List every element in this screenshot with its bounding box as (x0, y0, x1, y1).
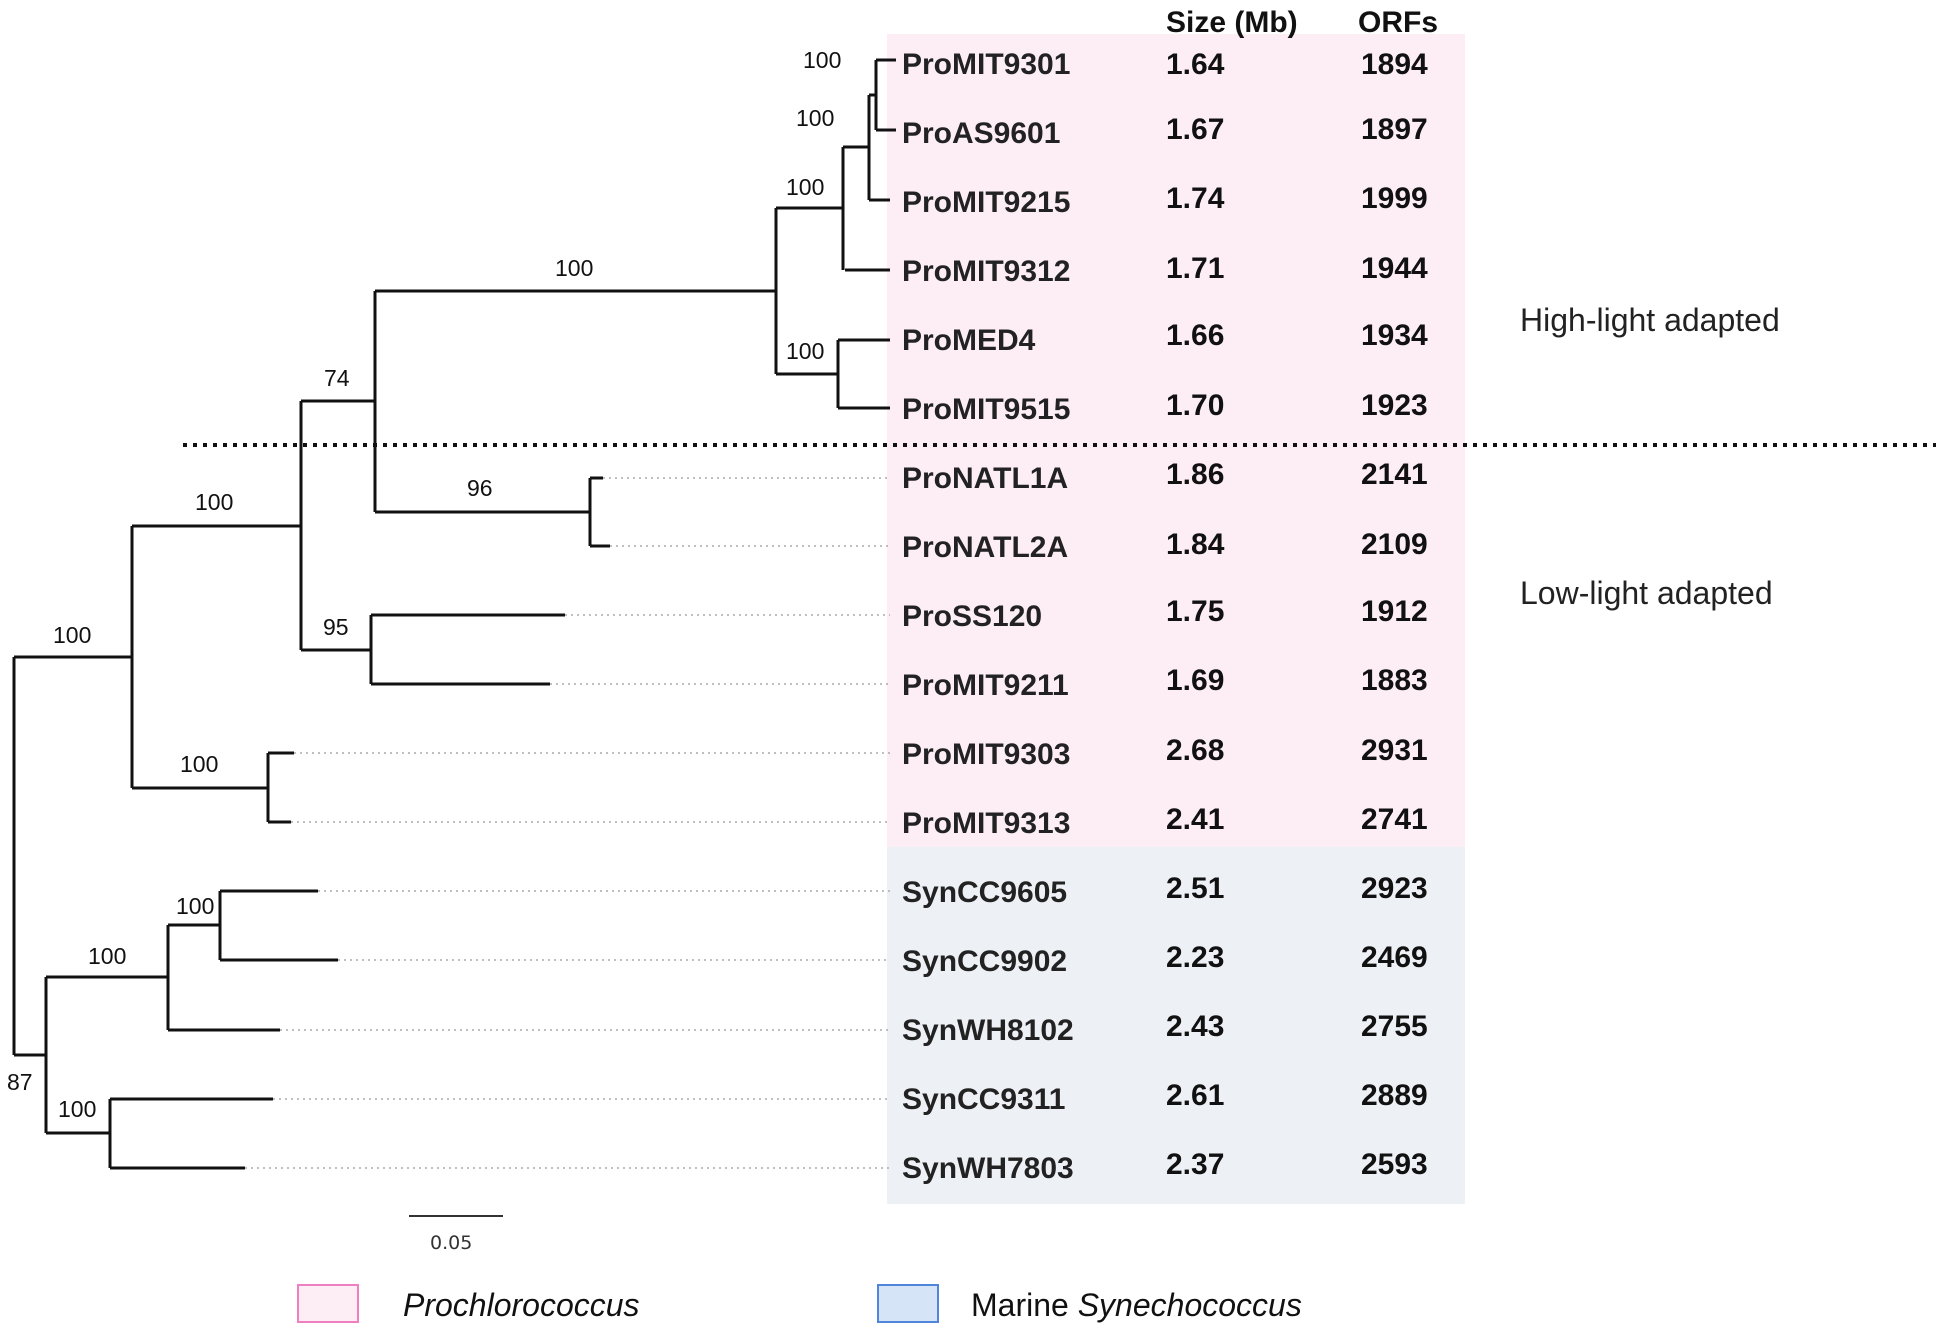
taxon-name: ProMED4 (902, 324, 1036, 357)
taxon-labels: ProMIT9301 ProAS9601 ProMIT9215 ProMIT93… (902, 48, 1074, 1185)
size-column: 1.64 1.67 1.74 1.71 1.66 1.70 1.86 1.84 … (1166, 48, 1225, 1181)
prochlorococcus-shade (887, 34, 1465, 847)
orfs-column: 1894 1897 1999 1944 1934 1923 2141 2109 … (1361, 48, 1428, 1181)
size-header: Size (Mb) (1166, 6, 1298, 39)
orf-count: 2923 (1361, 872, 1428, 905)
genome-size: 1.67 (1166, 113, 1224, 146)
orf-count: 1944 (1361, 252, 1428, 285)
bootstrap-label: 96 (467, 475, 493, 501)
orf-count: 2889 (1361, 1079, 1428, 1112)
bootstrap-label: 100 (180, 751, 218, 777)
taxon-name: SynCC9605 (902, 876, 1067, 909)
orf-count: 1934 (1361, 319, 1428, 352)
bootstrap-label: 74 (324, 365, 350, 391)
genome-size: 2.41 (1166, 803, 1224, 836)
genome-size: 2.68 (1166, 734, 1224, 767)
genome-size: 1.84 (1166, 528, 1225, 561)
genome-size: 2.51 (1166, 872, 1224, 905)
orf-count: 1912 (1361, 595, 1428, 628)
bootstrap-label: 95 (323, 614, 349, 640)
tree-branches (12, 58, 896, 1170)
bootstrap-label: 100 (58, 1096, 96, 1122)
bootstrap-label: 100 (195, 489, 233, 515)
orf-count: 1894 (1361, 48, 1428, 81)
genome-size: 1.64 (1166, 48, 1225, 81)
orf-count: 1999 (1361, 182, 1428, 215)
bootstrap-label: 100 (88, 943, 126, 969)
genome-size: 1.66 (1166, 319, 1224, 352)
orf-count: 1883 (1361, 664, 1428, 697)
taxon-name: SynCC9902 (902, 945, 1067, 978)
bootstrap-label: 100 (555, 255, 593, 281)
prochlorococcus-legend-label: Prochlorococcus (403, 1287, 640, 1323)
taxon-name: ProMIT9515 (902, 393, 1070, 426)
taxon-name: ProMIT9303 (902, 738, 1070, 771)
taxon-name: SynCC9311 (902, 1083, 1065, 1116)
genome-size: 2.23 (1166, 941, 1224, 974)
genome-size: 2.37 (1166, 1148, 1224, 1181)
guide-lines (245, 477, 890, 1169)
genome-size: 1.74 (1166, 182, 1225, 215)
taxon-name: SynWH7803 (902, 1152, 1074, 1185)
synechococcus-legend-label: Marine Synechococcus (971, 1287, 1302, 1323)
orf-count: 2141 (1361, 458, 1428, 491)
bootstrap-label: 100 (786, 338, 824, 364)
prochlorococcus-swatch (297, 1284, 359, 1323)
genome-size: 2.43 (1166, 1010, 1224, 1043)
bootstrap-label: 100 (796, 105, 834, 131)
taxon-name: ProMIT9313 (902, 807, 1070, 840)
synechococcus-legend-prefix: Marine (971, 1287, 1078, 1323)
taxon-name: ProAS9601 (902, 117, 1060, 150)
bootstrap-label: 100 (176, 893, 214, 919)
synechococcus-shade (887, 847, 1465, 1204)
orf-count: 1923 (1361, 389, 1428, 422)
orf-count: 2741 (1361, 803, 1428, 836)
taxon-name: ProNATL1A (902, 462, 1068, 495)
taxon-name: SynWH8102 (902, 1014, 1074, 1047)
genome-size: 1.71 (1166, 252, 1224, 285)
genome-size: 1.86 (1166, 458, 1224, 491)
taxon-name: ProMIT9312 (902, 255, 1070, 288)
taxon-name: ProNATL2A (902, 531, 1068, 564)
orf-count: 2469 (1361, 941, 1428, 974)
genome-size: 1.69 (1166, 664, 1224, 697)
genome-size: 1.70 (1166, 389, 1224, 422)
scale-bar-label: 0.05 (430, 1232, 472, 1254)
low-light-label: Low-light adapted (1520, 575, 1773, 611)
orf-count: 2109 (1361, 528, 1428, 561)
bootstrap-label: 100 (786, 174, 824, 200)
high-light-label: High-light adapted (1520, 302, 1780, 338)
genome-size: 2.61 (1166, 1079, 1224, 1112)
orf-count: 2931 (1361, 734, 1428, 767)
taxon-name: ProMIT9211 (902, 669, 1069, 702)
orf-count: 1897 (1361, 113, 1428, 146)
taxon-name: ProSS120 (902, 600, 1042, 633)
taxon-name: ProMIT9301 (902, 48, 1070, 81)
synechococcus-legend-genus: Synechococcus (1078, 1287, 1302, 1323)
bootstrap-values: 100 100 100 100 100 74 96 95 100 100 100… (7, 47, 841, 1122)
orf-count: 2593 (1361, 1148, 1428, 1181)
orf-count: 2755 (1361, 1010, 1428, 1043)
genome-size: 1.75 (1166, 595, 1224, 628)
taxon-name: ProMIT9215 (902, 186, 1070, 219)
synechococcus-swatch (877, 1284, 939, 1323)
bootstrap-label: 100 (803, 47, 841, 73)
orfs-header: ORFs (1358, 6, 1438, 39)
bootstrap-label: 100 (53, 622, 91, 648)
bootstrap-label: 87 (7, 1069, 33, 1095)
